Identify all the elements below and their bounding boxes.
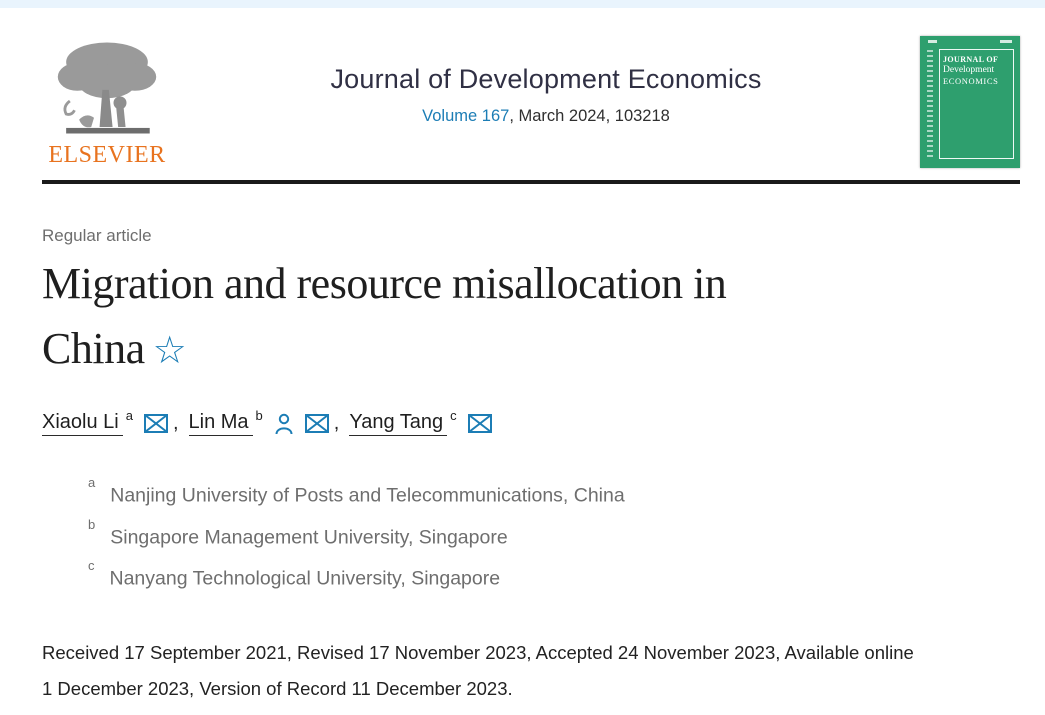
author-affil-sup: a — [125, 408, 133, 424]
article-dates: Received 17 September 2021, Revised 17 N… — [42, 641, 914, 699]
cover-inner-frame: JOURNAL OF Development ECONOMICS — [939, 49, 1014, 159]
author-link-lin-ma[interactable]: Lin Ma — [188, 411, 253, 437]
article-type-label: Regular article — [42, 226, 152, 245]
journal-title-link[interactable]: Journal of Development Economics — [330, 64, 762, 94]
author-separator: , — [333, 412, 340, 435]
author-separator: , — [172, 412, 179, 435]
elsevier-wordmark: ELSEVIER — [48, 141, 166, 168]
cover-title-line3: ECONOMICS — [943, 76, 999, 86]
author-profile-icon[interactable] — [274, 413, 294, 435]
affiliation-item: a Nanjing University of Posts and Telecom… — [42, 472, 1000, 514]
volume-line: Volume 167, March 2024, 103218 — [172, 107, 920, 126]
article-header: Regular article Migration and resource m… — [0, 226, 1045, 707]
email-author-icon[interactable] — [304, 414, 329, 434]
elsevier-logo[interactable]: ELSEVIER — [42, 36, 172, 169]
author-link-xiaolu-li[interactable]: Xiaolu Li — [42, 411, 123, 437]
journal-meta: Journal of Development Economics Volume … — [172, 64, 920, 140]
top-strip — [0, 0, 1045, 8]
email-author-icon[interactable] — [467, 414, 492, 434]
email-author-icon[interactable] — [143, 414, 168, 434]
affiliation-item: c Nanyang Technological University, Singa… — [42, 555, 1000, 597]
cover-title-line1: JOURNAL OF — [943, 55, 999, 64]
affiliation-item: b Singapore Management University, Singap… — [42, 514, 1000, 556]
cover-title-line2: Development — [943, 65, 995, 75]
cover-spine-text — [927, 50, 933, 160]
journal-banner: ELSEVIER Journal of Development Economic… — [0, 8, 1045, 180]
article-title-text: Migration and resource misallocation in … — [42, 259, 727, 373]
cover-top-mark — [1000, 40, 1012, 43]
affiliation-text: Nanyang Technological University, Singap… — [109, 567, 501, 590]
author-affil-sup: b — [255, 408, 263, 424]
affiliation-sup: a — [88, 475, 96, 491]
author-link-yang-tang[interactable]: Yang Tang — [349, 411, 448, 437]
journal-cover-thumbnail[interactable]: JOURNAL OF Development ECONOMICS — [920, 36, 1020, 168]
header-divider — [42, 180, 1020, 184]
affiliation-sup: b — [88, 516, 96, 532]
affiliation-text: Singapore Management University, Singapo… — [110, 526, 508, 549]
affiliation-sup: c — [88, 558, 95, 574]
author-list: Xiaolu Li a , Lin Ma b , Yang — [42, 408, 1000, 437]
volume-link[interactable]: Volume 167 — [422, 107, 510, 125]
issue-info: , March 2024, 103218 — [509, 107, 670, 125]
elsevier-tree-icon — [57, 42, 157, 133]
affiliation-text: Nanjing University of Posts and Telecomm… — [110, 484, 625, 507]
author-affil-sup: c — [450, 408, 457, 424]
title-footnote-star[interactable]: ☆ — [152, 327, 187, 372]
cover-top-mark — [928, 40, 937, 43]
affiliation-list: a Nanjing University of Posts and Telecom… — [42, 472, 1000, 597]
article-title: Migration and resource misallocation in … — [42, 252, 822, 381]
